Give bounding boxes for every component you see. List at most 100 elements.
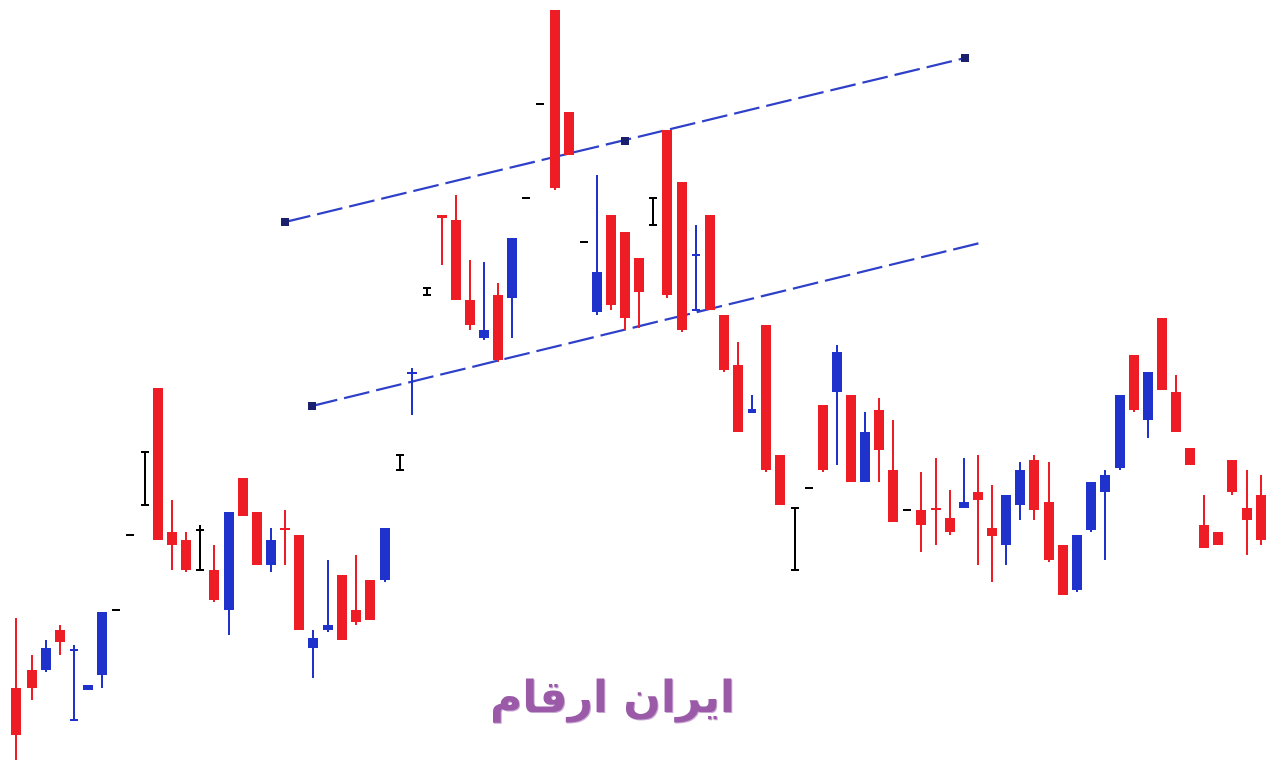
candle-body: [1199, 525, 1209, 548]
candle-body: [888, 470, 898, 522]
candle-body: [337, 575, 347, 640]
candle-body: [83, 685, 93, 690]
candle-41: [592, 175, 602, 315]
candle-body: [380, 528, 390, 580]
candle-18: [266, 528, 276, 572]
candle-body: [677, 182, 687, 330]
candle-1: [27, 655, 37, 700]
candle-body: [1129, 355, 1139, 410]
candle-body: [1001, 495, 1011, 545]
candle-body: [1157, 318, 1167, 390]
candle-88: [1256, 475, 1266, 545]
candle-body: [1256, 495, 1266, 540]
candle-60: [860, 412, 870, 482]
candle-body: [931, 508, 941, 510]
candle-71: [1015, 462, 1025, 520]
candle-22: [323, 560, 333, 632]
candle-81: [1157, 318, 1167, 390]
candle-67: [959, 458, 969, 508]
candle-23: [337, 575, 347, 640]
candle-43: [620, 232, 630, 330]
candle-11: [167, 500, 177, 570]
candle-body: [874, 410, 884, 450]
candle-47: [677, 182, 687, 332]
candle-86: [1227, 460, 1237, 495]
candle-body: [1227, 460, 1237, 492]
candle-body: [181, 540, 191, 570]
candle-body: [493, 295, 503, 360]
candle-body: [451, 220, 461, 300]
candle-75: [1072, 535, 1082, 592]
candle-body: [550, 10, 560, 188]
candle-body: [1242, 508, 1252, 520]
candle-24: [351, 555, 361, 625]
candle-body: [55, 630, 65, 642]
candle-body: [153, 388, 163, 540]
candle-53: [761, 325, 771, 472]
candle-body: [818, 405, 828, 470]
candle-body: [620, 232, 630, 318]
candle-body: [832, 352, 842, 392]
candle-17: [252, 512, 262, 565]
candle-68: [973, 455, 983, 565]
candle-30: [437, 215, 447, 265]
candle-body: [1029, 460, 1039, 510]
candle-body: [479, 330, 489, 338]
candle-body: [634, 258, 644, 292]
candle-55: [791, 507, 799, 571]
candle-body: [323, 625, 333, 630]
candle-body: [761, 325, 771, 470]
candle-26: [380, 528, 390, 582]
candle-45: [649, 197, 657, 226]
candle-body: [945, 518, 955, 532]
candle-19: [280, 510, 290, 565]
candle-87: [1242, 470, 1252, 555]
candle-20: [294, 535, 304, 630]
lower-channel-line: [311, 241, 981, 408]
candle-66: [945, 490, 955, 535]
candle-body: [11, 688, 21, 735]
candle-80: [1143, 372, 1153, 438]
candle-34: [493, 283, 503, 362]
candle-body: [238, 478, 248, 516]
candle-body: [465, 300, 475, 325]
trendline-anchor-point: [961, 54, 969, 62]
candle-body: [266, 540, 276, 565]
candle-body: [308, 638, 318, 648]
candle-body: [775, 455, 785, 505]
candle-13: [196, 525, 204, 571]
candle-46: [662, 130, 672, 298]
candle-54: [775, 455, 785, 505]
candle-79: [1129, 355, 1139, 412]
candle-48: [692, 225, 700, 311]
candle-16: [238, 478, 248, 516]
trendline-anchor-point: [281, 218, 289, 226]
candle-body: [1100, 475, 1110, 492]
candle-74: [1058, 545, 1068, 595]
candle-body: [705, 215, 715, 310]
candle-body: [846, 395, 856, 482]
candle-body: [365, 580, 375, 620]
candle-body: [294, 535, 304, 630]
candle-69: [987, 485, 997, 582]
candle-body: [407, 372, 417, 374]
candle-76: [1086, 482, 1096, 532]
candle-82: [1171, 375, 1181, 432]
candle-body: [719, 315, 729, 370]
candle-body: [41, 648, 51, 670]
candle-50: [719, 315, 729, 372]
candle-61: [874, 398, 884, 482]
candle-31: [451, 195, 461, 300]
candle-14: [209, 545, 219, 602]
candle-body: [662, 130, 672, 295]
candle-body: [959, 502, 969, 508]
candle-body: [987, 528, 997, 536]
candle-29: [423, 287, 431, 296]
candle-65: [931, 458, 941, 545]
candle-59: [846, 395, 856, 482]
candle-64: [916, 472, 926, 552]
candle-body: [224, 512, 234, 610]
candle-49: [705, 215, 715, 310]
candle-9: [141, 451, 149, 506]
